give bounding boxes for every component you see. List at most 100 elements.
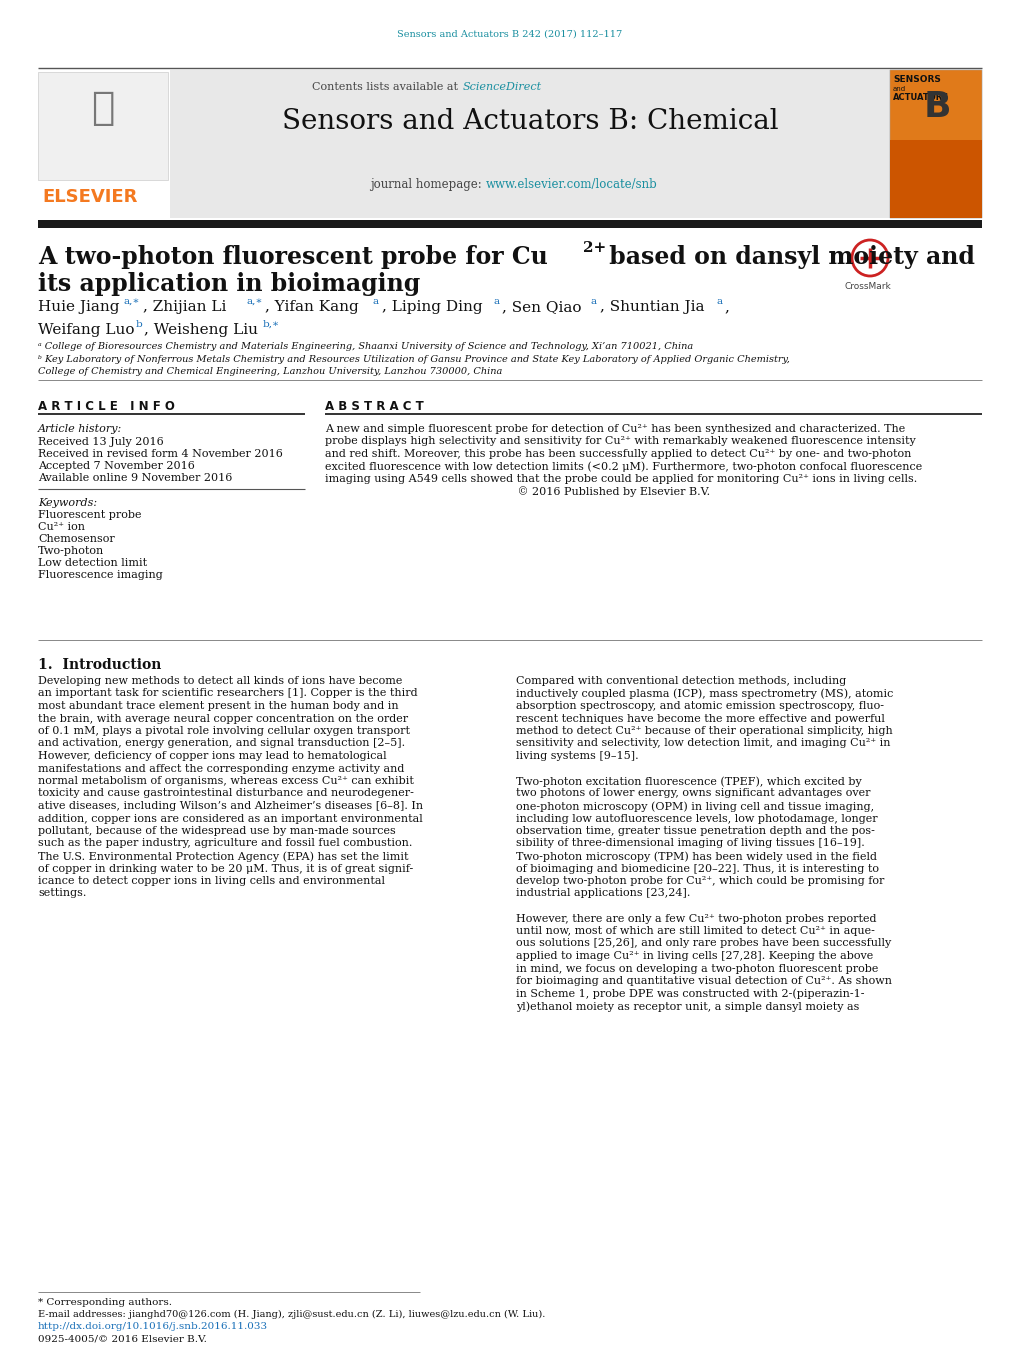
Text: , Yifan Kang: , Yifan Kang — [265, 300, 359, 313]
Text: industrial applications [23,24].: industrial applications [23,24]. — [516, 889, 690, 898]
Text: an important task for scientific researchers [1]. Copper is the third: an important task for scientific researc… — [38, 689, 417, 698]
Text: in Scheme 1, probe DPE was constructed with 2-(piperazin-1-: in Scheme 1, probe DPE was constructed w… — [516, 989, 864, 998]
Text: settings.: settings. — [38, 889, 87, 898]
Text: ative diseases, including Wilson’s and Alzheimer’s diseases [6–8]. In: ative diseases, including Wilson’s and A… — [38, 801, 423, 811]
Text: Cu²⁺ ion: Cu²⁺ ion — [38, 521, 85, 532]
Text: ᵃ College of Bioresources Chemistry and Materials Engineering, Shaanxi Universit: ᵃ College of Bioresources Chemistry and … — [38, 342, 693, 351]
Bar — [890, 70, 981, 218]
Text: until now, most of which are still limited to detect Cu²⁺ in aque-: until now, most of which are still limit… — [516, 925, 874, 936]
Text: © 2016 Published by Elsevier B.V.: © 2016 Published by Elsevier B.V. — [325, 486, 709, 497]
Text: , Zhijian Li: , Zhijian Li — [143, 300, 226, 313]
Text: Fluorescence imaging: Fluorescence imaging — [38, 570, 163, 580]
Text: E-mail addresses: jianghd70@126.com (H. Jiang), zjli@sust.edu.cn (Z. Li), liuwes: E-mail addresses: jianghd70@126.com (H. … — [38, 1310, 545, 1319]
Text: Compared with conventional detection methods, including: Compared with conventional detection met… — [516, 676, 846, 686]
Text: Two-photon microscopy (TPM) has been widely used in the field: Two-photon microscopy (TPM) has been wid… — [516, 851, 876, 862]
Text: http://dx.doi.org/10.1016/j.snb.2016.11.033: http://dx.doi.org/10.1016/j.snb.2016.11.… — [38, 1323, 268, 1331]
Text: However, there are only a few Cu²⁺ two-photon probes reported: However, there are only a few Cu²⁺ two-p… — [516, 913, 875, 924]
Text: imaging using A549 cells showed that the probe could be applied for monitoring C: imaging using A549 cells showed that the… — [325, 474, 916, 484]
Text: excited fluorescence with low detection limits (<0.2 μM). Furthermore, two-photo: excited fluorescence with low detection … — [325, 462, 921, 471]
Text: Accepted 7 November 2016: Accepted 7 November 2016 — [38, 461, 195, 471]
Text: Two-photon: Two-photon — [38, 546, 104, 557]
Text: manifestations and affect the corresponding enzyme activity and: manifestations and affect the correspond… — [38, 763, 404, 774]
Text: of bioimaging and biomedicine [20–22]. Thus, it is interesting to: of bioimaging and biomedicine [20–22]. T… — [516, 863, 878, 874]
Text: Weifang Luo: Weifang Luo — [38, 323, 135, 336]
Text: and red shift. Moreover, this probe has been successfully applied to detect Cu²⁺: and red shift. Moreover, this probe has … — [325, 449, 911, 459]
Text: a: a — [716, 297, 722, 305]
Text: , Shuntian Jia: , Shuntian Jia — [599, 300, 704, 313]
Text: develop two-photon probe for Cu²⁺, which could be promising for: develop two-photon probe for Cu²⁺, which… — [516, 875, 883, 886]
Text: rescent techniques have become the more effective and powerful: rescent techniques have become the more … — [516, 713, 884, 724]
Text: ScienceDirect: ScienceDirect — [463, 82, 541, 92]
Text: for bioimaging and quantitative visual detection of Cu²⁺. As shown: for bioimaging and quantitative visual d… — [516, 975, 892, 986]
Text: including low autofluorescence levels, low photodamage, longer: including low autofluorescence levels, l… — [516, 813, 876, 824]
Text: and activation, energy generation, and signal transduction [2–5].: and activation, energy generation, and s… — [38, 739, 405, 748]
Text: Chemosensor: Chemosensor — [38, 534, 115, 544]
Text: living systems [9–15].: living systems [9–15]. — [516, 751, 638, 761]
Text: ,: , — [723, 300, 729, 313]
Text: Received 13 July 2016: Received 13 July 2016 — [38, 436, 164, 447]
Text: a,∗: a,∗ — [247, 297, 263, 305]
Text: a: a — [590, 297, 596, 305]
Text: www.elsevier.com/locate/snb: www.elsevier.com/locate/snb — [485, 178, 657, 190]
Text: ELSEVIER: ELSEVIER — [42, 188, 138, 205]
Text: 0925-4005/© 2016 Elsevier B.V.: 0925-4005/© 2016 Elsevier B.V. — [38, 1333, 207, 1343]
Text: its application in bioimaging: its application in bioimaging — [38, 272, 420, 296]
Text: of 0.1 mM, plays a pivotal role involving cellular oxygen transport: of 0.1 mM, plays a pivotal role involvin… — [38, 725, 410, 736]
Text: absorption spectroscopy, and atomic emission spectroscopy, fluo-: absorption spectroscopy, and atomic emis… — [516, 701, 883, 711]
Text: Sensors and Actuators B 242 (2017) 112–117: Sensors and Actuators B 242 (2017) 112–1… — [397, 30, 622, 39]
Bar — [38, 72, 168, 180]
Text: ous solutions [25,26], and only rare probes have been successfully: ous solutions [25,26], and only rare pro… — [516, 939, 891, 948]
Text: CrossMark: CrossMark — [844, 282, 891, 290]
Text: Low detection limit: Low detection limit — [38, 558, 147, 567]
Text: Available online 9 November 2016: Available online 9 November 2016 — [38, 473, 232, 484]
Text: Developing new methods to detect all kinds of ions have become: Developing new methods to detect all kin… — [38, 676, 401, 686]
Text: , Liping Ding: , Liping Ding — [382, 300, 482, 313]
Text: College of Chemistry and Chemical Engineering, Lanzhou University, Lanzhou 73000: College of Chemistry and Chemical Engine… — [38, 367, 502, 376]
Text: ACTUATORS: ACTUATORS — [892, 93, 949, 101]
Text: 1.  Introduction: 1. Introduction — [38, 658, 161, 671]
Text: of copper in drinking water to be 20 μM. Thus, it is of great signif-: of copper in drinking water to be 20 μM.… — [38, 863, 413, 874]
Text: a,∗: a,∗ — [124, 297, 141, 305]
Text: * Corresponding authors.: * Corresponding authors. — [38, 1298, 172, 1306]
Text: Sensors and Actuators B: Chemical: Sensors and Actuators B: Chemical — [281, 108, 777, 135]
Text: the brain, with average neural copper concentration on the order: the brain, with average neural copper co… — [38, 713, 408, 724]
Text: The U.S. Environmental Protection Agency (EPA) has set the limit: The U.S. Environmental Protection Agency… — [38, 851, 408, 862]
Bar — [170, 70, 890, 218]
Text: Keywords:: Keywords: — [38, 499, 97, 508]
Text: addition, copper ions are considered as an important environmental: addition, copper ions are considered as … — [38, 813, 422, 824]
Text: and: and — [892, 86, 905, 92]
Text: normal metabolism of organisms, whereas excess Cu²⁺ can exhibit: normal metabolism of organisms, whereas … — [38, 775, 414, 786]
Text: , Weisheng Liu: , Weisheng Liu — [144, 323, 258, 336]
Text: 2+: 2+ — [583, 240, 605, 255]
Text: Contents lists available at: Contents lists available at — [312, 82, 462, 92]
Text: Received in revised form 4 November 2016: Received in revised form 4 November 2016 — [38, 449, 282, 459]
Text: two photons of lower energy, owns significant advantages over: two photons of lower energy, owns signif… — [516, 789, 869, 798]
Text: sensitivity and selectivity, low detection limit, and imaging Cu²⁺ in: sensitivity and selectivity, low detecti… — [516, 739, 890, 748]
Bar — [890, 141, 981, 218]
Text: a: a — [373, 297, 379, 305]
Text: , Sen Qiao: , Sen Qiao — [501, 300, 581, 313]
Text: 🌳: 🌳 — [92, 91, 114, 127]
Text: one-photon microscopy (OPM) in living cell and tissue imaging,: one-photon microscopy (OPM) in living ce… — [516, 801, 873, 812]
Text: However, deficiency of copper ions may lead to hematological: However, deficiency of copper ions may l… — [38, 751, 386, 761]
Text: Article history:: Article history: — [38, 424, 122, 434]
Text: A B S T R A C T: A B S T R A C T — [325, 400, 423, 413]
Bar — [38, 220, 981, 228]
Text: b,∗: b,∗ — [263, 320, 280, 330]
Text: pollutant, because of the widespread use by man-made sources: pollutant, because of the widespread use… — [38, 825, 395, 836]
Text: journal homepage:: journal homepage: — [370, 178, 485, 190]
Text: b: b — [136, 320, 143, 330]
Text: yl)ethanol moiety as receptor unit, a simple dansyl moiety as: yl)ethanol moiety as receptor unit, a si… — [516, 1001, 859, 1012]
Text: applied to image Cu²⁺ in living cells [27,28]. Keeping the above: applied to image Cu²⁺ in living cells [2… — [516, 951, 872, 961]
Text: in mind, we focus on developing a two-photon fluorescent probe: in mind, we focus on developing a two-ph… — [516, 963, 877, 974]
Text: a: a — [493, 297, 499, 305]
Text: most abundant trace element present in the human body and in: most abundant trace element present in t… — [38, 701, 398, 711]
Text: icance to detect copper ions in living cells and environmental: icance to detect copper ions in living c… — [38, 875, 384, 886]
Text: based on dansyl moiety and: based on dansyl moiety and — [600, 245, 974, 269]
Text: Two-photon excitation fluorescence (TPEF), which excited by: Two-photon excitation fluorescence (TPEF… — [516, 775, 861, 786]
Text: such as the paper industry, agriculture and fossil fuel combustion.: such as the paper industry, agriculture … — [38, 839, 412, 848]
Text: SENSORS: SENSORS — [892, 76, 940, 84]
Text: inductively coupled plasma (ICP), mass spectrometry (MS), atomic: inductively coupled plasma (ICP), mass s… — [516, 689, 893, 698]
Text: sibility of three-dimensional imaging of living tissues [16–19].: sibility of three-dimensional imaging of… — [516, 839, 864, 848]
Text: B: B — [922, 91, 950, 124]
